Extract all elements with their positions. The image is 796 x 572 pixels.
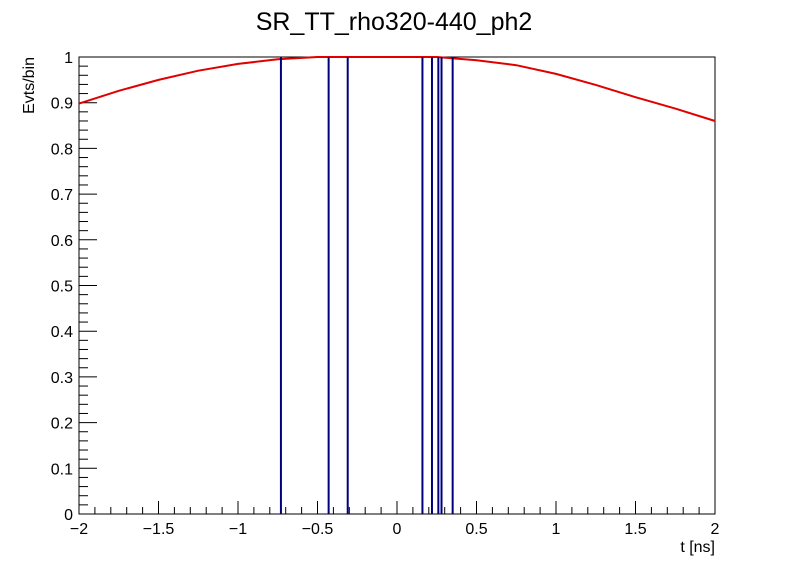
- curve-point: [276, 58, 279, 61]
- y-tick-label: 0: [64, 507, 73, 524]
- curve-point: [634, 96, 637, 99]
- y-tick-label: 0.1: [51, 461, 73, 478]
- y-axis-tick-labels: 0 0.1 0.2 0.3 0.4 0.5 0.6 0.7 0.8 0.9 1: [51, 50, 73, 524]
- x-tick-label: −1: [229, 521, 247, 538]
- curve-point: [237, 63, 239, 65]
- y-tick-label: 0.4: [51, 324, 73, 341]
- x-tick-label: −2: [70, 521, 88, 538]
- curve-point: [594, 84, 597, 86]
- curve-point: [157, 79, 160, 81]
- series-layer: [78, 56, 716, 514]
- x-tick-label: −0.5: [302, 521, 334, 538]
- curve-point: [117, 90, 120, 92]
- curve-point: [316, 56, 319, 58]
- x-tick-label: 0.5: [465, 521, 487, 538]
- curve-point: [435, 56, 438, 58]
- x-tick-label: −1.5: [143, 521, 175, 538]
- curve-point: [475, 59, 478, 61]
- y-tick-label: 0.3: [51, 370, 73, 387]
- x-tick-label: 1.5: [624, 521, 646, 538]
- y-axis-title: Evts/bin: [21, 57, 38, 114]
- curve-point: [78, 102, 80, 105]
- x-tick-label: 2: [711, 521, 720, 538]
- y-tick-label: 0.6: [51, 233, 73, 250]
- curve-point: [356, 56, 359, 58]
- curve-point: [555, 73, 557, 75]
- y-tick-label: 0.5: [51, 279, 73, 296]
- curve-point: [515, 64, 518, 67]
- y-tick-label: 1: [64, 50, 73, 67]
- chart-title: SR_TT_rho320-440_ph2: [256, 8, 533, 36]
- curve-point: [197, 69, 200, 72]
- x-axis-ticks: [78, 501, 716, 514]
- x-axis-title: t [ns]: [680, 539, 715, 556]
- y-tick-label: 0.8: [51, 141, 73, 158]
- y-tick-label: 0.9: [51, 96, 73, 113]
- y-tick-label: 0.7: [51, 187, 73, 204]
- curve-point: [674, 107, 677, 110]
- x-tick-label: 0: [393, 521, 402, 538]
- curve-point: [714, 120, 716, 122]
- curve-point: [396, 56, 398, 58]
- x-tick-label: 1: [552, 521, 561, 538]
- y-tick-label: 0.2: [51, 416, 73, 433]
- x-axis-tick-labels: −2 −1.5 −1 −0.5 0 0.5 1 1.5 2: [70, 521, 720, 538]
